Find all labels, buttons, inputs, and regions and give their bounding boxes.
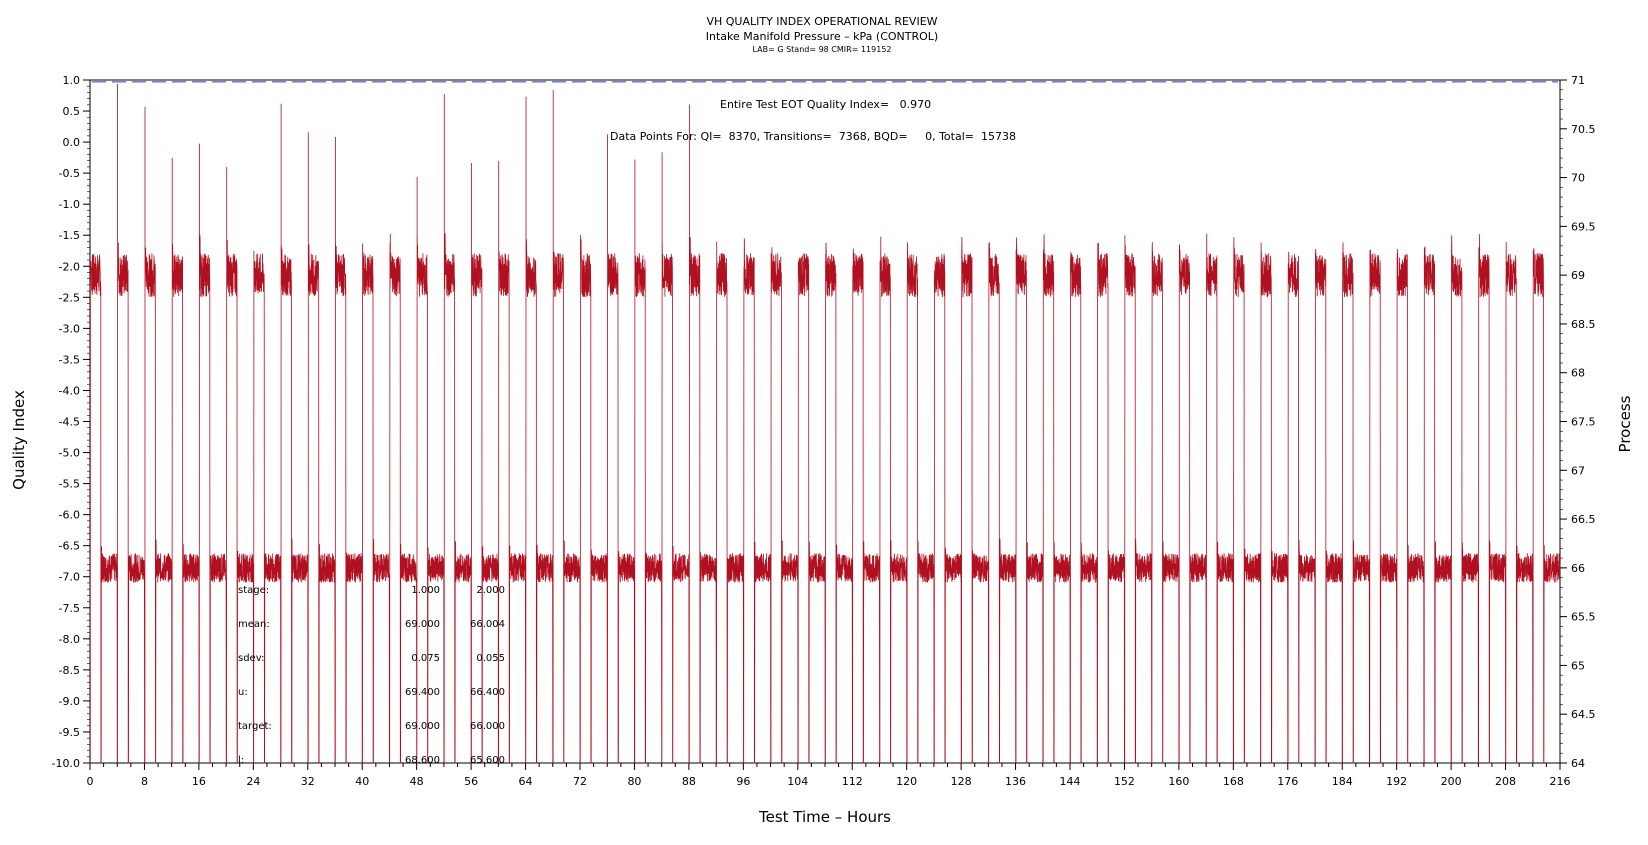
y-right-tick-label: 69.5 [1571, 220, 1596, 233]
x-tick-label: 56 [464, 775, 478, 788]
x-tick-label: 72 [573, 775, 587, 788]
stats-label: mean: [238, 619, 270, 630]
y-axis-label-left: Quality Index [10, 390, 28, 490]
stats-stage1: 69.400 [405, 687, 440, 698]
y-left-tick-label: -4.5 [59, 416, 80, 429]
stats-stage2: 0.055 [476, 653, 505, 664]
y-left-tick-label: -1.0 [59, 198, 80, 211]
x-tick-label: 192 [1386, 775, 1407, 788]
y-right-tick-label: 66.5 [1571, 513, 1596, 526]
x-tick-label: 96 [736, 775, 750, 788]
stats-stage2: 66.004 [470, 619, 505, 630]
stats-stage2: 2.000 [476, 585, 505, 596]
chart-subtitle: Intake Manifold Pressure – kPa (CONTROL) [706, 30, 938, 43]
y-right-tick-label: 69 [1571, 269, 1585, 282]
stats-label: stage: [238, 585, 269, 596]
annotation-data-points: Data Points For: QI= 8370, Transitions= … [610, 130, 1016, 143]
y-right-tick-label: 70 [1571, 172, 1585, 185]
stats-stage2: 66.400 [470, 687, 505, 698]
y-left-tick-label: -4.0 [59, 384, 80, 397]
y-right-tick-label: 67 [1571, 464, 1585, 477]
x-tick-label: 176 [1277, 775, 1298, 788]
y-left-tick-label: -5.5 [59, 478, 80, 491]
x-tick-label: 200 [1441, 775, 1462, 788]
x-tick-label: 184 [1332, 775, 1353, 788]
x-tick-label: 80 [627, 775, 641, 788]
y-right-tick-label: 65 [1571, 659, 1585, 672]
x-tick-label: 168 [1223, 775, 1244, 788]
x-axis-label: Test Time – Hours [758, 808, 891, 826]
x-tick-label: 128 [951, 775, 972, 788]
y-right-tick-label: 71 [1571, 74, 1585, 87]
stats-label: target: [238, 721, 272, 732]
y-left-tick-label: -5.0 [59, 447, 80, 460]
y-right-tick-label: 65.5 [1571, 611, 1596, 624]
y-right-tick-label: 70.5 [1571, 123, 1596, 136]
x-tick-label: 24 [246, 775, 260, 788]
stats-stage1: 68.600 [405, 755, 440, 766]
x-tick-label: 32 [301, 775, 315, 788]
stats-stage1: 1.000 [411, 585, 440, 596]
stats-stage1: 0.075 [411, 653, 440, 664]
stats-stage2: 65.600 [470, 755, 505, 766]
x-tick-label: 144 [1060, 775, 1081, 788]
y-left-tick-label: -7.0 [59, 571, 80, 584]
y-right-tick-label: 68 [1571, 367, 1585, 380]
y-right-tick-label: 64 [1571, 757, 1585, 770]
x-tick-label: 0 [87, 775, 94, 788]
x-tick-label: 208 [1495, 775, 1516, 788]
x-tick-label: 16 [192, 775, 206, 788]
x-tick-label: 48 [410, 775, 424, 788]
y-right-tick-label: 66 [1571, 562, 1585, 575]
y-left-tick-label: -2.0 [59, 260, 80, 273]
y-left-tick-label: -6.5 [59, 540, 80, 553]
y-left-tick-label: -10.0 [52, 757, 80, 770]
y-left-tick-label: -8.5 [59, 664, 80, 677]
stats-label: sdev: [238, 653, 264, 664]
y-right-tick-label: 67.5 [1571, 416, 1596, 429]
stats-stage1: 69.000 [405, 721, 440, 732]
process-series [89, 84, 1561, 764]
y-left-tick-label: 0.5 [63, 105, 81, 118]
x-tick-label: 8 [141, 775, 148, 788]
y-left-tick-label: 1.0 [63, 74, 81, 87]
y-left-tick-label: -9.0 [59, 695, 80, 708]
y-left-tick-label: -3.5 [59, 353, 80, 366]
stats-label: u: [238, 687, 248, 698]
y-left-tick-label: -1.5 [59, 229, 80, 242]
y-left-tick-label: -3.0 [59, 322, 80, 335]
stats-table: stage: 1.000 2.000 mean: 69.000 66.004 s… [238, 585, 505, 766]
x-tick-label: 64 [519, 775, 533, 788]
y-left-tick-label: -2.5 [59, 291, 80, 304]
stats-label: l: [238, 755, 244, 766]
y-right-tick-label: 64.5 [1571, 708, 1596, 721]
x-tick-label: 104 [787, 775, 808, 788]
annotation-qi: Entire Test EOT Quality Index= 0.970 [720, 98, 931, 111]
x-tick-label: 40 [355, 775, 369, 788]
y-right-tick-label: 68.5 [1571, 318, 1596, 331]
x-tick-label: 120 [896, 775, 917, 788]
x-tick-label: 216 [1550, 775, 1571, 788]
y-left-tick-label: -6.0 [59, 509, 80, 522]
chart-title: VH QUALITY INDEX OPERATIONAL REVIEW [706, 15, 937, 28]
axis-ticks: 0 8 16 24 32 40 48 56 64 72 80 88 96 104 112 120 128 136 1… [52, 74, 1596, 788]
process-line [89, 84, 1561, 764]
x-tick-label: 136 [1005, 775, 1026, 788]
y-left-tick-label: -9.5 [59, 726, 80, 739]
y-axis-label-right: Process [1616, 395, 1634, 452]
x-tick-label: 152 [1114, 775, 1135, 788]
y-left-tick-label: -0.5 [59, 167, 80, 180]
stats-stage1: 69.000 [405, 619, 440, 630]
chart-subtitle-2: LAB= G Stand= 98 CMIR= 119152 [752, 45, 891, 54]
y-left-tick-label: -8.0 [59, 633, 80, 646]
x-tick-label: 160 [1168, 775, 1189, 788]
y-left-tick-label: -7.5 [59, 602, 80, 615]
stats-stage2: 66.000 [470, 721, 505, 732]
y-left-tick-label: 0.0 [63, 136, 81, 149]
x-tick-label: 88 [682, 775, 696, 788]
x-tick-label: 112 [842, 775, 863, 788]
